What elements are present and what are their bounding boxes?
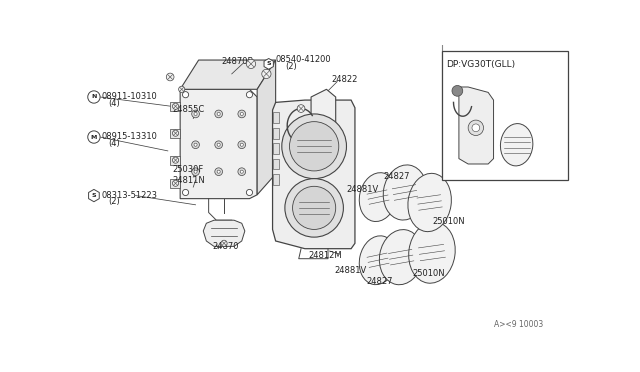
Text: 24870: 24870 [212, 242, 239, 251]
Circle shape [88, 131, 100, 143]
Text: 25010N: 25010N [413, 269, 445, 279]
Text: 08313-51223: 08313-51223 [102, 191, 157, 200]
Circle shape [192, 168, 200, 176]
Circle shape [246, 189, 253, 196]
Circle shape [192, 141, 200, 148]
Bar [273, 128, 279, 139]
Text: 24881V: 24881V [346, 185, 379, 194]
Ellipse shape [292, 186, 336, 230]
Bar [442, 51, 568, 180]
Text: 25030F: 25030F [172, 165, 204, 174]
Circle shape [172, 180, 179, 186]
Bar [170, 179, 180, 188]
Circle shape [172, 157, 179, 163]
Circle shape [452, 86, 463, 96]
Circle shape [88, 91, 100, 103]
Ellipse shape [408, 173, 451, 232]
Polygon shape [273, 100, 355, 249]
Circle shape [215, 141, 223, 148]
Polygon shape [311, 89, 336, 151]
Circle shape [215, 110, 223, 118]
Text: 25010N: 25010N [433, 217, 465, 226]
Text: A><9 10003: A><9 10003 [493, 320, 543, 329]
Text: 08540-41200: 08540-41200 [276, 55, 332, 64]
Circle shape [246, 59, 255, 68]
Polygon shape [204, 220, 245, 246]
Text: (4): (4) [108, 139, 120, 148]
Text: N: N [92, 94, 97, 99]
Circle shape [468, 120, 484, 135]
Text: M: M [91, 135, 97, 140]
Polygon shape [180, 60, 276, 89]
Text: 24895M: 24895M [481, 88, 514, 97]
Circle shape [240, 170, 243, 173]
Circle shape [217, 170, 220, 173]
Ellipse shape [285, 179, 344, 237]
Circle shape [240, 143, 243, 146]
Ellipse shape [383, 165, 427, 220]
Polygon shape [180, 89, 257, 199]
Circle shape [262, 69, 271, 78]
Text: (2): (2) [108, 197, 120, 206]
Text: S: S [92, 193, 96, 198]
Text: 24855C: 24855C [172, 105, 205, 114]
Bar [170, 129, 180, 138]
Ellipse shape [282, 114, 346, 179]
Polygon shape [257, 60, 276, 195]
Polygon shape [459, 87, 493, 164]
Circle shape [246, 92, 253, 98]
Circle shape [179, 86, 185, 92]
Circle shape [238, 168, 246, 176]
Circle shape [297, 105, 305, 112]
Ellipse shape [500, 124, 533, 166]
Ellipse shape [409, 222, 455, 283]
Text: 24827: 24827 [383, 173, 410, 182]
Circle shape [194, 170, 197, 173]
Circle shape [194, 143, 197, 146]
Text: (2): (2) [285, 62, 296, 71]
Circle shape [238, 110, 246, 118]
Circle shape [172, 130, 179, 136]
Bar [170, 102, 180, 111]
Bar [273, 174, 279, 185]
Bar [273, 143, 279, 154]
Text: DP:VG30T(GLL): DP:VG30T(GLL) [447, 60, 516, 69]
Text: 24812M: 24812M [308, 251, 342, 260]
Text: S: S [266, 61, 271, 66]
Bar [273, 158, 279, 169]
Circle shape [182, 189, 189, 196]
Text: 24822: 24822 [332, 76, 358, 84]
Ellipse shape [289, 122, 339, 171]
Ellipse shape [359, 236, 397, 285]
Circle shape [217, 112, 220, 115]
Circle shape [182, 92, 189, 98]
Text: 24827: 24827 [367, 277, 393, 286]
Circle shape [217, 143, 220, 146]
Circle shape [221, 240, 227, 246]
Circle shape [172, 103, 179, 109]
Text: 08915-13310: 08915-13310 [102, 132, 157, 141]
Circle shape [194, 112, 197, 115]
Circle shape [215, 168, 223, 176]
Text: 24870B: 24870B [221, 57, 254, 66]
Circle shape [472, 124, 480, 132]
Text: 24881V: 24881V [334, 266, 367, 275]
Circle shape [238, 141, 246, 148]
Text: (4): (4) [108, 99, 120, 108]
Ellipse shape [380, 230, 423, 285]
Text: 24811N: 24811N [172, 176, 205, 185]
Bar [273, 112, 279, 123]
Ellipse shape [359, 173, 397, 221]
Polygon shape [264, 58, 273, 69]
Text: 08911-10310: 08911-10310 [102, 92, 157, 102]
Bar [170, 155, 180, 165]
Polygon shape [88, 189, 99, 202]
Circle shape [192, 110, 200, 118]
Text: 24827: 24827 [520, 123, 547, 132]
Circle shape [166, 73, 174, 81]
Circle shape [240, 112, 243, 115]
